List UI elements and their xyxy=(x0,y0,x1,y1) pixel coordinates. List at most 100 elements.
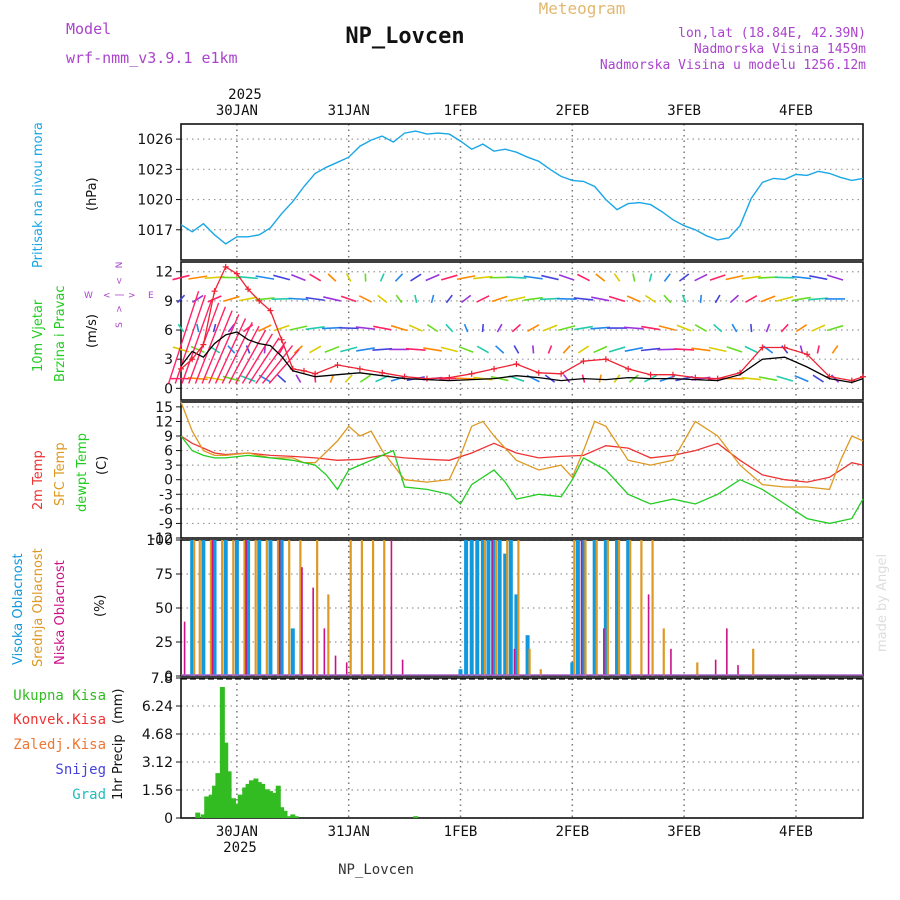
cloud-mid-bar xyxy=(539,669,542,676)
wind-barb xyxy=(473,275,493,280)
cloud-mid-bar xyxy=(371,540,375,676)
lonlat-label: lon,lat (18.84E, 42.39N) xyxy=(678,26,866,41)
precip-bar xyxy=(293,816,299,818)
wind-barb xyxy=(245,345,251,354)
cloud-ylabel-mid: Srednja Oblacnost xyxy=(31,548,46,667)
wind-barb xyxy=(729,294,740,304)
wind-barb xyxy=(699,294,703,303)
cloud-mid-bar xyxy=(383,540,386,676)
panel-frame xyxy=(180,677,864,819)
temp-ylabel-2m: 2m Temp xyxy=(31,450,46,510)
precip-bar xyxy=(282,810,288,818)
precip-bar xyxy=(286,816,292,818)
wind-barb xyxy=(542,324,558,332)
cloud-high-bar xyxy=(246,540,251,676)
panel-1: 12 9 6 3 0 xyxy=(155,261,864,401)
wind-barb xyxy=(663,273,671,282)
wind-barb xyxy=(811,324,826,332)
elevation-label: Nadmorska Visina 1459m xyxy=(694,42,866,57)
tick-label: -12 xyxy=(150,531,173,547)
cloud-mid-bar xyxy=(265,540,268,676)
svg-text:<: < xyxy=(103,291,111,301)
wind-barb xyxy=(456,275,476,281)
wind-barb xyxy=(511,323,522,333)
wind-barb xyxy=(681,294,687,304)
wind-barb xyxy=(460,294,472,304)
cloud-mid-bar xyxy=(360,540,363,676)
precip-legend-total: Ukupna Kisa xyxy=(13,688,106,704)
wind-barb xyxy=(541,274,559,281)
wind-barb xyxy=(558,274,575,281)
compass-south: S xyxy=(115,322,125,328)
precip-ylabel: 1hr Precip xyxy=(111,734,126,800)
cloud-mid-bar xyxy=(316,540,319,676)
cloud-low-bar xyxy=(513,648,516,676)
wind-barb xyxy=(212,323,217,333)
wind-barb xyxy=(495,345,505,354)
wind-barb xyxy=(208,314,240,384)
wind-barb xyxy=(608,346,626,353)
wind-barb xyxy=(624,346,643,353)
wind-barb xyxy=(176,294,186,304)
wind-barb xyxy=(327,273,337,282)
tick-label: 12 xyxy=(155,414,173,430)
svg-text:<: < xyxy=(115,277,125,285)
wind-barb xyxy=(248,337,280,384)
top-day-label: 31JAN xyxy=(328,103,370,119)
tick-label: 1017 xyxy=(137,223,173,239)
cloud-high-bar xyxy=(592,540,597,676)
cloud-high-bar xyxy=(234,540,239,676)
wind-barb xyxy=(691,347,711,352)
cloud-mid-bar xyxy=(696,662,699,676)
wind-barb xyxy=(574,325,593,331)
wind-barb xyxy=(228,325,260,384)
wind-barb xyxy=(640,347,661,352)
precip-bar xyxy=(267,791,273,818)
wind-barb xyxy=(188,275,208,280)
precip-bar xyxy=(223,742,229,818)
wind-barb xyxy=(238,275,258,280)
bottom-day-label: 31JAN xyxy=(328,824,370,840)
wind-barb xyxy=(359,374,372,383)
tick-label: 9 xyxy=(164,429,173,445)
cloud-high-bar xyxy=(525,635,530,676)
panel-0: 1026 1023 1020 1017 xyxy=(137,123,864,261)
wind-barb xyxy=(377,294,388,304)
wind-barb xyxy=(539,297,560,301)
precip-unit: (mm) xyxy=(111,689,126,724)
cloud-high-bar xyxy=(190,540,195,676)
cloud-low-bar xyxy=(737,665,739,676)
wind-barb xyxy=(744,345,758,354)
cloud-low-bar xyxy=(670,648,672,676)
precip-legend-snow: Snijeg xyxy=(55,762,106,778)
compass-rose: N S < > | xyxy=(115,262,125,328)
wind-barb xyxy=(268,349,300,384)
wind-barb xyxy=(238,296,258,302)
wind-barb xyxy=(324,345,340,353)
wind-barb xyxy=(547,345,553,354)
wind-barb xyxy=(765,323,771,333)
wind-barb xyxy=(576,273,591,282)
precip-bar xyxy=(260,783,266,818)
precip-bar xyxy=(275,785,281,818)
panel-frame xyxy=(180,539,864,677)
cloud-mid-bar xyxy=(517,540,520,676)
cloud-ylabel-low: Niska Oblacnost xyxy=(53,560,68,665)
precip-bar xyxy=(200,814,206,818)
wind-barb xyxy=(795,323,808,333)
bottom-day-label: 1FEB xyxy=(444,824,478,840)
wind-barb xyxy=(194,306,227,384)
wind-barb xyxy=(608,295,626,303)
cloud-mid-bar xyxy=(221,540,224,676)
year-top: 2025 xyxy=(228,87,262,103)
cloud-high-bar xyxy=(475,540,480,676)
wind-barb xyxy=(441,274,458,281)
wind-barb xyxy=(809,275,828,281)
temp-dew-line xyxy=(180,435,864,525)
precip-bar xyxy=(204,796,210,818)
wind-barb xyxy=(355,326,376,330)
wind-barb xyxy=(593,345,608,354)
tick-label: 25 xyxy=(155,635,173,651)
cloud-low-bar xyxy=(647,594,650,676)
wind-barb xyxy=(826,324,844,332)
